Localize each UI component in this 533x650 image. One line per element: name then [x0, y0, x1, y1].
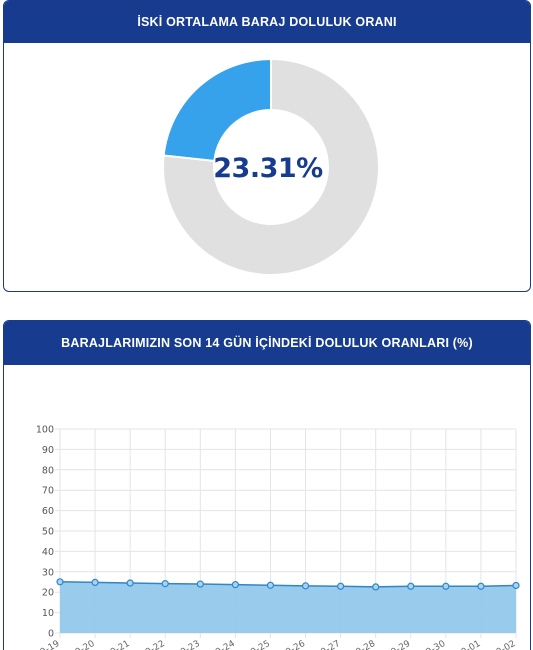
y-tick-label: 90 — [42, 445, 54, 456]
y-tick-label: 30 — [42, 567, 54, 578]
donut-chart: 23.31% — [4, 43, 530, 291]
data-point — [301, 582, 310, 590]
donut-slice-value — [162, 57, 272, 163]
trend-title: BARAJLARIMIZIN SON 14 GÜN İÇİNDEKİ DOLUL… — [4, 321, 530, 365]
donut-svg — [162, 57, 380, 276]
gauge-title: İSKİ ORTALAMA BARAJ DOLULUK ORANI — [4, 1, 530, 43]
area-fill — [60, 581, 516, 633]
data-point — [196, 580, 204, 588]
data-point — [91, 578, 99, 587]
y-tick-label: 60 — [42, 506, 54, 517]
data-point — [512, 581, 520, 590]
y-tick-label: 70 — [42, 486, 54, 497]
data-point — [266, 581, 275, 589]
data-point — [477, 582, 485, 590]
data-point — [231, 581, 239, 589]
x-tick-label: 2023-09-19 — [11, 639, 62, 650]
data-point — [56, 578, 64, 586]
data-point — [372, 583, 380, 591]
y-tick-label: 50 — [42, 527, 54, 538]
y-tick-label: 20 — [42, 588, 54, 599]
donut-slice-remainder — [162, 57, 380, 276]
y-tick-label: 10 — [42, 608, 54, 619]
data-point — [407, 582, 415, 590]
data-point — [442, 582, 450, 590]
trend-chart: 01020304050607080901002023-09-192023-09-… — [11, 425, 520, 650]
gauge-value: 23.31% — [213, 153, 323, 184]
y-tick-label: 80 — [42, 465, 54, 476]
y-tick-label: 100 — [36, 425, 54, 436]
y-tick-label: 40 — [42, 547, 54, 558]
data-point — [126, 579, 134, 587]
series-line — [59, 581, 517, 588]
data-point — [161, 580, 169, 588]
y-tick-label: 0 — [48, 629, 54, 640]
data-point — [337, 582, 345, 590]
trend-card: BARAJLARIMIZIN SON 14 GÜN İÇİNDEKİ DOLUL… — [3, 320, 531, 650]
gauge-card: İSKİ ORTALAMA BARAJ DOLULUK ORANI 23.31% — [3, 0, 531, 292]
